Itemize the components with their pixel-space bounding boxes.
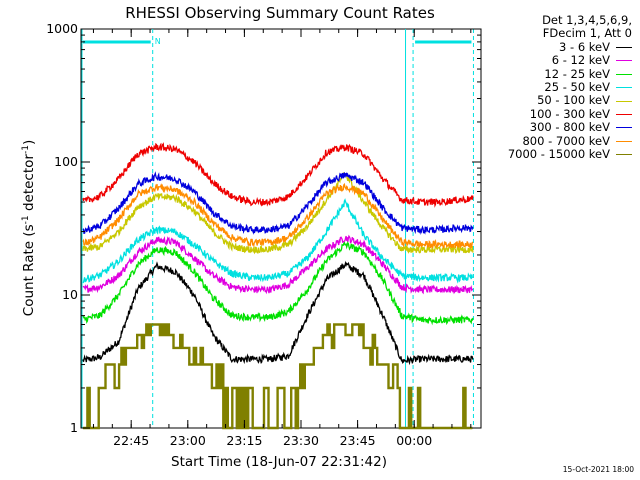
series-line (82, 141, 474, 208)
legend-label: 100 - 300 keV (529, 106, 610, 121)
legend-label: 25 - 50 keV (544, 80, 610, 95)
series-line (82, 234, 474, 295)
legend-swatch (616, 127, 632, 129)
legend: Det 1,3,4,5,6,9, FDecim 1, Att 0 3 - 6 k… (482, 13, 632, 162)
legend-swatch (616, 47, 632, 49)
x-tick-label: 23:45 (340, 433, 376, 448)
y-tick-label: 10 (62, 287, 78, 302)
legend-swatch (616, 140, 632, 142)
x-tick-label: 23:00 (170, 433, 206, 448)
legend-swatch (616, 100, 632, 102)
legend-label: 6 - 12 keV (551, 53, 610, 68)
series-line (82, 241, 474, 326)
series-line (82, 323, 473, 430)
legend-item: 50 - 100 keV (482, 94, 632, 107)
x-tick-label: 23:30 (283, 433, 319, 448)
series-line (82, 260, 474, 366)
legend-item: 6 - 12 keV (482, 53, 632, 68)
legend-item: 7000 - 15000 keV (482, 147, 632, 162)
chart-title: RHESSI Observing Summary Count Rates (125, 4, 435, 22)
legend-item: 300 - 800 keV (482, 120, 632, 135)
series-line (82, 198, 474, 284)
flag-label: N (155, 37, 161, 46)
x-tick-label: 00:00 (396, 433, 432, 448)
series-line (82, 182, 474, 250)
series-line (82, 171, 474, 235)
legend-item: 800 - 7000 keV (482, 133, 632, 148)
legend-swatch (616, 154, 632, 156)
legend-swatch (616, 87, 632, 89)
y-tick-label: 1000 (46, 21, 78, 36)
x-axis-label: Start Time (18-Jun-07 22:31:42) (171, 454, 387, 470)
legend-label: 300 - 800 keV (529, 120, 610, 135)
plot-frame (80, 28, 482, 429)
legend-label: 12 - 25 keV (544, 66, 610, 81)
legend-header-detectors: Det 1,3,4,5,6,9, (542, 13, 632, 27)
y-tick-label: 100 (54, 154, 78, 169)
series-layer (82, 141, 474, 430)
legend-item: 100 - 300 keV (482, 106, 632, 121)
series-line (82, 172, 474, 255)
y-axis: 1 10 100 1000 (46, 21, 481, 435)
legend-swatch (616, 73, 632, 75)
y-tick-label: 1 (70, 420, 78, 435)
legend-item: 12 - 25 keV (482, 66, 632, 81)
x-axis: 22:45 23:00 23:15 23:30 23:45 00:00 (92, 29, 472, 448)
legend-header-decimation: FDecim 1, Att 0 (542, 26, 632, 41)
legend-label: 50 - 100 keV (537, 93, 610, 108)
legend-swatch (616, 60, 632, 62)
y-axis-label: Count Rate (s-1 detector-1) (21, 140, 37, 316)
x-tick-label: 22:45 (113, 433, 149, 448)
legend-label: 800 - 7000 keV (522, 133, 610, 148)
legend-label: 7000 - 15000 keV (507, 147, 610, 162)
legend-item: 3 - 6 keV (482, 39, 632, 54)
x-tick-label: 23:15 (226, 433, 262, 448)
legend-item: 25 - 50 keV (482, 80, 632, 95)
legend-label: 3 - 6 keV (559, 39, 610, 54)
generation-timestamp: 15-Oct-2021 18:00 (562, 465, 634, 474)
legend-swatch (616, 114, 632, 116)
